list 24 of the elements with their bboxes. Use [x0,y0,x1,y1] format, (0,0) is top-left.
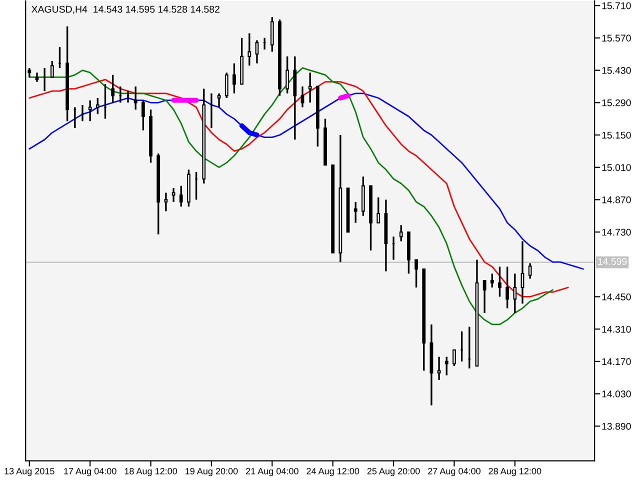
y-tick-label: 14.450 [602,293,631,300]
y-tick-label: 14.310 [602,326,631,333]
x-tick-label: 19 Aug 20:00 [186,468,238,476]
x-tick-label: 21 Aug 04:00 [246,468,298,476]
y-tick-label: 14.030 [602,390,631,398]
ref-line-label: 14.599 [598,258,627,265]
x-tick-label: 28 Aug 12:00 [488,468,542,476]
y-tick-label: 15.710 [602,2,631,10]
y-tick-label: 15.150 [602,132,631,139]
x-tick-label: 13 Aug 2015 [4,468,54,476]
x-tick-label: 27 Aug 04:00 [428,468,480,476]
y-tick-label: 13.890 [602,422,631,430]
x-tick-label: 18 Aug 12:00 [124,468,178,476]
y-tick-label: 15.290 [602,99,631,106]
y-tick-label: 14.730 [602,228,631,236]
y-tick-label: 15.570 [602,34,631,42]
x-tick-label: 17 Aug 04:00 [64,468,116,476]
y-tick-label: 14.170 [602,358,631,366]
y-tick-label: 14.870 [602,196,631,204]
chart-title: XAGUSD,H4 14.543 14.595 14.528 14.582 [32,6,220,14]
x-tick-label: 24 Aug 12:00 [306,468,360,476]
y-tick-label: 15.430 [602,67,631,74]
y-tick-label: 15.010 [602,164,631,171]
x-tick-label: 25 Aug 20:00 [367,468,420,476]
